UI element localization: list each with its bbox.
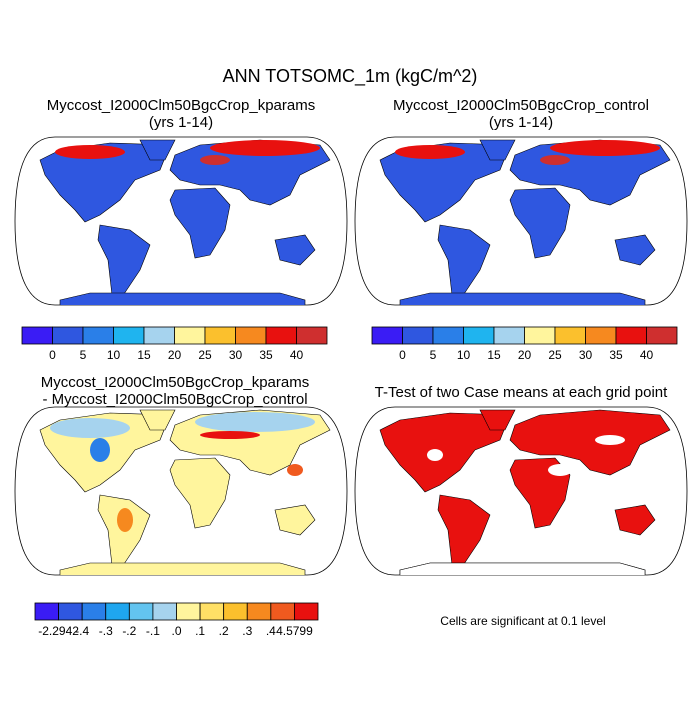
colorbar-label: 20 (518, 348, 532, 362)
colorbar-box (463, 326, 495, 345)
colorbar-label: -2.2942 (38, 624, 79, 638)
colorbar-box (296, 326, 328, 345)
panel-subtitle: (yrs 1-14) (489, 114, 553, 131)
colorbar-label: .4 (266, 624, 276, 638)
map (14, 136, 348, 306)
panel-title: Myccost_I2000Clm50BgcCrop_kparams (47, 97, 315, 114)
colorbar-label: 35 (259, 348, 273, 362)
colorbar-box (81, 602, 107, 621)
colorbar-box (235, 326, 267, 345)
colorbar-label: -.1 (146, 624, 160, 638)
colorbar-label: -.4 (75, 624, 89, 638)
colorbar-box (402, 326, 434, 345)
colorbar-label: -.2 (122, 624, 136, 638)
colorbar-box (646, 326, 678, 345)
colorbar-label: 20 (168, 348, 182, 362)
colorbar-label: .1 (195, 624, 205, 638)
colorbar-box (34, 602, 59, 621)
colorbar-label: 40 (290, 348, 304, 362)
panel-note: Cells are significant at 0.1 level (440, 614, 605, 628)
colorbar-box (174, 326, 206, 345)
panel-title: Myccost_I2000Clm50BgcCrop_control (393, 97, 649, 114)
colorbar-box (432, 326, 464, 345)
colorbar-label: .3 (242, 624, 252, 638)
panel-subtitle: - Myccost_I2000Clm50BgcCrop_control (42, 391, 307, 408)
colorbar-box (113, 326, 145, 345)
colorbar-box (105, 602, 130, 621)
colorbar-box (270, 602, 295, 621)
colorbar-label: 10 (107, 348, 121, 362)
colorbar-box (58, 602, 83, 621)
colorbar-label: 30 (229, 348, 243, 362)
colorbar-box (128, 602, 154, 621)
colorbar-label: 15 (137, 348, 151, 362)
colorbar-label: 0 (49, 348, 56, 362)
colorbar-box (615, 326, 647, 345)
colorbar-box (554, 326, 586, 345)
colorbar-label: 40 (640, 348, 654, 362)
colorbar-label: 5 (430, 348, 437, 362)
colorbar-box (82, 326, 114, 345)
colorbar-box (294, 602, 319, 621)
colorbar-label: 10 (457, 348, 471, 362)
colorbar-box (246, 602, 272, 621)
colorbar-box (371, 326, 403, 345)
colorbar-label: 25 (548, 348, 562, 362)
colorbar-label: 15 (487, 348, 501, 362)
colorbar-box (52, 326, 84, 345)
colorbar-box (493, 326, 525, 345)
figure-title: ANN TOTSOMC_1m (kgC/m^2) (223, 66, 478, 87)
panel-title: Myccost_I2000Clm50BgcCrop_kparams (41, 374, 309, 391)
colorbar-label: 5 (80, 348, 87, 362)
colorbar-box (143, 326, 175, 345)
colorbar-label: 30 (579, 348, 593, 362)
colorbar-label: -.3 (99, 624, 113, 638)
colorbar-label: .0 (171, 624, 181, 638)
map (354, 136, 688, 306)
colorbar-box (585, 326, 617, 345)
colorbar-label: .2 (219, 624, 229, 638)
colorbar-box (524, 326, 556, 345)
colorbar-box (223, 602, 248, 621)
map (14, 406, 348, 576)
colorbar-label: 4.5799 (276, 624, 313, 638)
panel-subtitle: (yrs 1-14) (149, 114, 213, 131)
colorbar-box (265, 326, 297, 345)
colorbar-box (176, 602, 201, 621)
colorbar-box (204, 326, 236, 345)
map (354, 406, 688, 576)
colorbar-label: 35 (609, 348, 623, 362)
colorbar-box (21, 326, 53, 345)
colorbar-box (152, 602, 177, 621)
colorbar-label: 0 (399, 348, 406, 362)
colorbars: 0 5 10 15 20 25 30 35 40 0 5 10 15 20 25 30 35 40-2.2942-… (21, 326, 678, 638)
panel-title: T-Test of two Case means at each grid po… (375, 384, 668, 401)
colorbar-box (199, 602, 225, 621)
colorbar-label: 25 (198, 348, 212, 362)
